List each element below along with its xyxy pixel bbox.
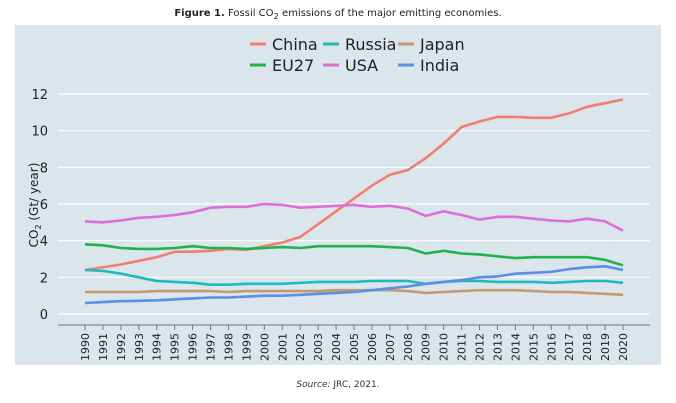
x-tick-label: 1998 [222,333,235,361]
x-tick-label: 2001 [276,333,289,361]
title-text: Fossil CO [228,8,274,19]
figure-title: Figure 1. Fossil CO2 emissions of the ma… [0,8,676,21]
x-tick-label: 1996 [187,333,200,361]
y-axis-label: CO2 (Gt/ year) [27,163,43,248]
series-line-japan [85,288,624,297]
x-tick-label: 1997 [205,333,218,361]
x-tick-label: 2009 [420,333,433,361]
x-tick-label: 2013 [491,333,504,361]
series-line-usa [84,202,624,232]
x-tick-label: 1993 [133,333,146,361]
x-tick-label: 1990 [79,333,92,361]
x-tick-label: 2003 [312,333,325,361]
x-tick-label: 2014 [509,333,522,361]
legend-label-japan: Japan [419,35,465,54]
x-tick-label: 2008 [402,333,415,361]
legend-label-india: India [420,56,459,75]
x-tick-label: 2007 [384,333,397,361]
y-tick-label: 0 [40,308,48,323]
x-tick-label: 2015 [527,333,540,361]
legend-label-usa: USA [345,56,378,75]
x-tick-label: 2005 [348,333,361,361]
x-tick-label: 2011 [456,333,469,361]
series-line-russia [84,268,624,286]
x-tick-label: 2004 [330,333,343,361]
x-tick-label: 1994 [151,333,164,361]
figure-label: Figure 1. [174,8,225,19]
legend-label-russia: Russia [345,35,396,54]
y-tick-label: 12 [31,88,48,103]
x-tick-label: 2010 [438,333,451,361]
x-tick-label: 1995 [169,333,182,361]
y-tick-label: 10 [31,125,48,140]
x-tick-label: 2018 [581,333,594,361]
series-line-china [84,98,624,272]
x-tick-label: 2002 [294,333,307,361]
x-tick-label: 1992 [115,333,128,361]
legend-label-eu27: EU27 [272,56,314,75]
series-line-eu27 [84,243,624,267]
x-tick-label: 2016 [545,333,558,361]
chart-panel [15,25,661,365]
x-tick-label: 2012 [474,333,487,361]
x-tick-label: 2000 [258,333,271,361]
series-line-india [84,265,624,305]
source-note: Source: JRC, 2021. [0,380,676,390]
legend-label-china: China [272,35,318,54]
x-tick-label: 1991 [97,333,110,361]
x-tick-label: 2020 [617,333,630,361]
x-tick-label: 2017 [563,333,576,361]
source-label: Source: [296,380,331,390]
x-tick-label: 2006 [366,333,379,361]
x-tick-label: 2019 [599,333,612,361]
y-tick-label: 2 [40,271,48,286]
y-tick-label: 8 [40,161,48,176]
y-tick-label: 4 [40,235,48,250]
y-tick-label: 6 [40,198,48,213]
x-tick-label: 1999 [240,333,253,361]
title-subscript: 2 [273,11,279,21]
source-text: JRC, 2021. [333,380,380,390]
title-text-rest: emissions of the major emitting economie… [278,8,502,19]
